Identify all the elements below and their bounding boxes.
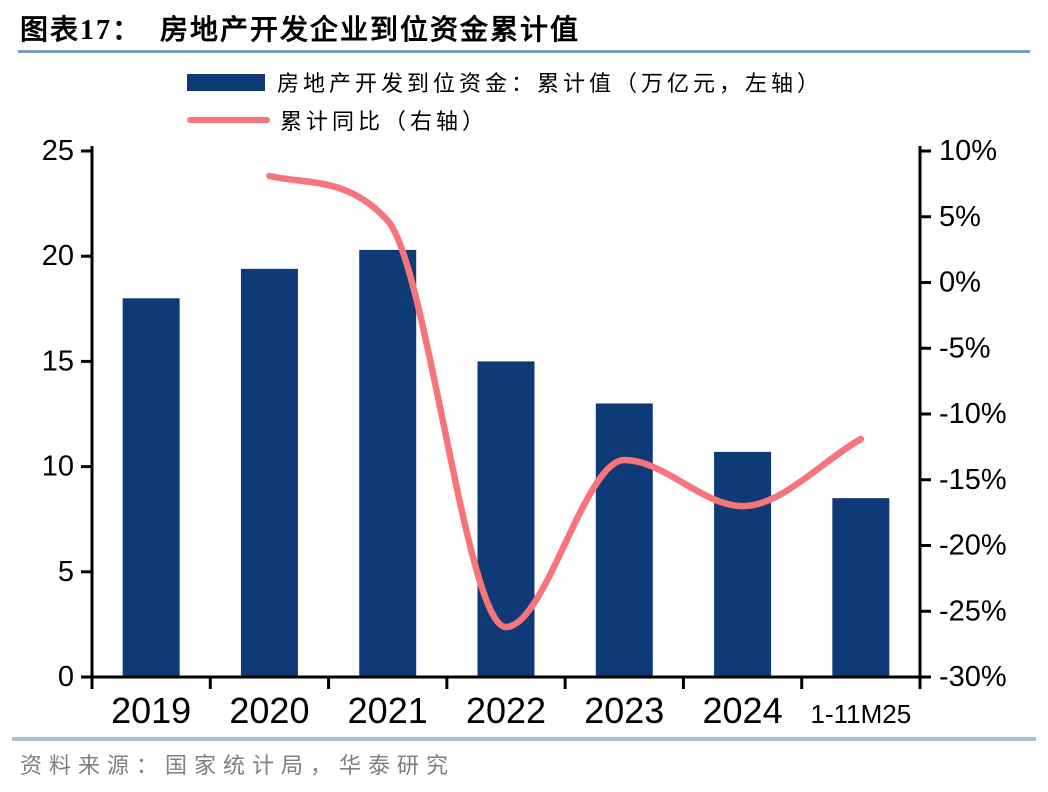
left-axis-label-25: 25 [42, 135, 74, 167]
left-axis-label-0: 0 [58, 661, 74, 693]
bar-series-swatch [187, 73, 265, 91]
right-axis-label--10%: -10% [939, 398, 1007, 430]
bar-2021 [359, 249, 417, 677]
bar-1-11M25 [832, 498, 890, 677]
legend-item-line: 累计同比（右轴） [187, 108, 823, 134]
line-series-swatch [187, 117, 270, 123]
x-axis-label-2022: 2022 [466, 690, 546, 731]
bar-2019 [122, 298, 180, 677]
line-series-label: 累计同比（右轴） [280, 109, 489, 134]
footer-divider [12, 737, 1036, 741]
right-axis-label-10%: 10% [939, 135, 997, 167]
x-axis-label-2023: 2023 [584, 690, 664, 731]
right-axis-label--20%: -20% [939, 530, 1007, 562]
x-axis-label-2019: 2019 [111, 690, 191, 731]
left-axis-label-15: 15 [42, 345, 74, 377]
right-axis-label--25%: -25% [939, 595, 1007, 627]
legend: 房地产开发到位资金：累计值（万亿元，左轴） 累计同比（右轴） [187, 70, 823, 146]
figure-title: 图表17： 房地产开发企业到位资金累计值 [20, 15, 581, 46]
left-axis-label-5: 5 [58, 556, 74, 588]
left-axis-label-10: 10 [42, 451, 74, 483]
bar-2024 [714, 451, 772, 677]
bar-2020 [240, 268, 298, 677]
right-axis-label--30%: -30% [939, 661, 1007, 693]
title-underline [18, 50, 1030, 53]
right-axis-label--15%: -15% [939, 464, 1007, 496]
right-axis-label--5%: -5% [939, 332, 991, 364]
x-axis-label-1-11M25: 1-11M25 [811, 699, 912, 729]
bar-2023 [595, 403, 653, 677]
legend-item-bar: 房地产开发到位资金：累计值（万亿元，左轴） [187, 70, 823, 96]
x-axis-label-2024: 2024 [703, 690, 783, 731]
x-axis-label-2021: 2021 [348, 690, 428, 731]
left-axis-label-20: 20 [42, 240, 74, 272]
right-axis-label-5%: 5% [939, 201, 981, 233]
bar-series-label: 房地产开发到位资金：累计值（万亿元，左轴） [277, 71, 824, 96]
x-axis-label-2020: 2020 [229, 690, 309, 731]
yoy-line [266, 172, 865, 631]
right-axis-label-0%: 0% [939, 267, 981, 299]
source-note: 资料来源：国家统计局，华泰研究 [20, 753, 456, 778]
